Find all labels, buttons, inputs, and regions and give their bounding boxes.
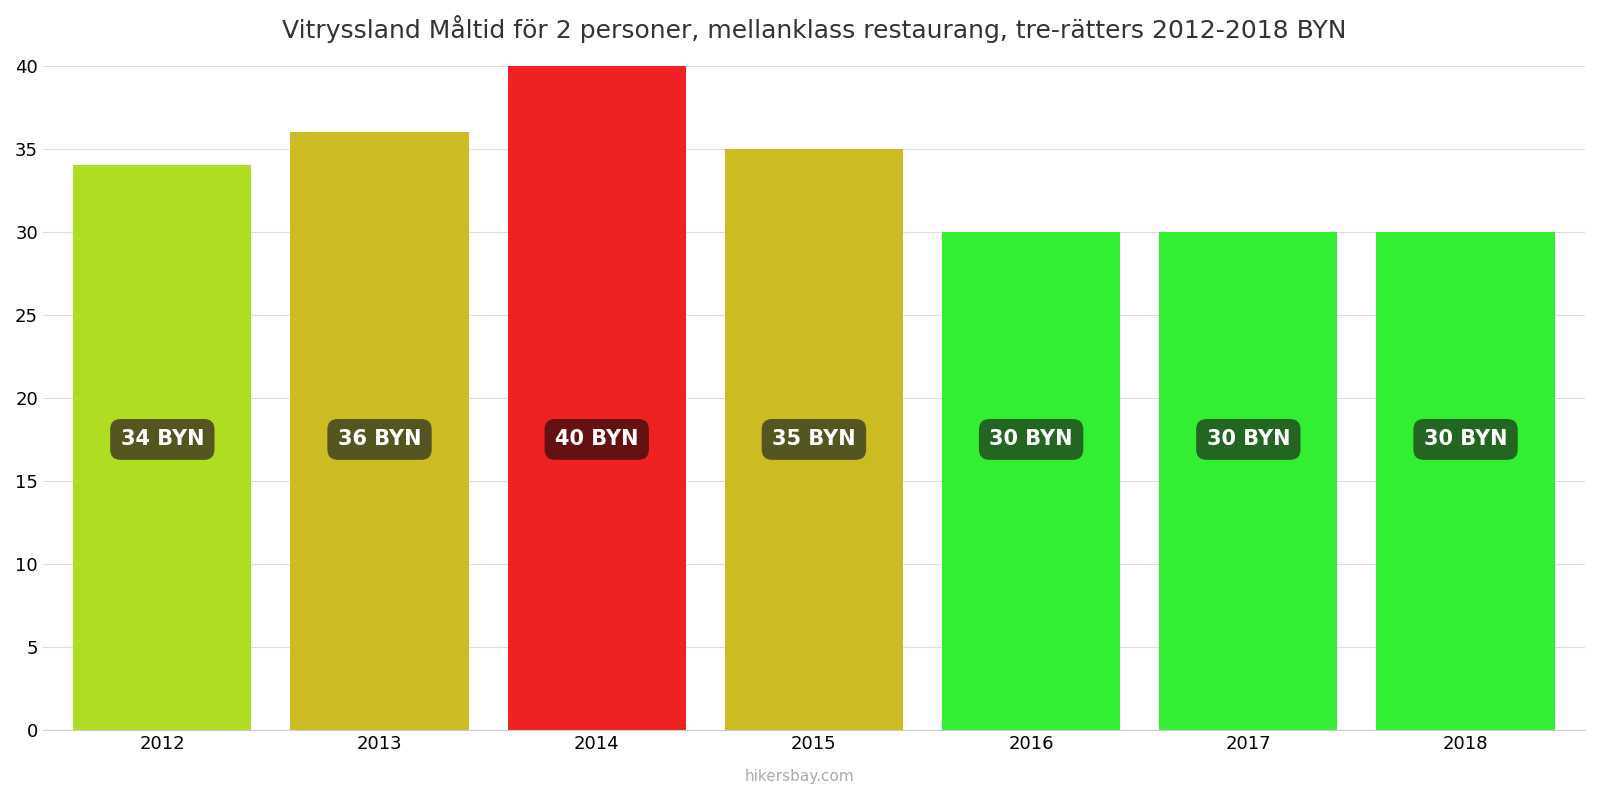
Bar bbox=[942, 232, 1120, 730]
Text: 30 BYN: 30 BYN bbox=[1206, 430, 1290, 450]
Bar bbox=[291, 132, 469, 730]
Text: 30 BYN: 30 BYN bbox=[1424, 430, 1507, 450]
Text: 34 BYN: 34 BYN bbox=[120, 430, 205, 450]
Title: Vitryssland Måltid för 2 personer, mellanklass restaurang, tre-rätters 2012-2018: Vitryssland Måltid för 2 personer, mella… bbox=[282, 15, 1346, 43]
Text: 35 BYN: 35 BYN bbox=[773, 430, 856, 450]
Text: 30 BYN: 30 BYN bbox=[989, 430, 1074, 450]
Text: hikersbay.com: hikersbay.com bbox=[746, 769, 854, 784]
Text: 40 BYN: 40 BYN bbox=[555, 430, 638, 450]
Bar bbox=[725, 149, 902, 730]
Bar bbox=[1160, 232, 1338, 730]
Bar bbox=[74, 166, 251, 730]
Text: 36 BYN: 36 BYN bbox=[338, 430, 421, 450]
Bar bbox=[1376, 232, 1555, 730]
Bar bbox=[507, 66, 686, 730]
